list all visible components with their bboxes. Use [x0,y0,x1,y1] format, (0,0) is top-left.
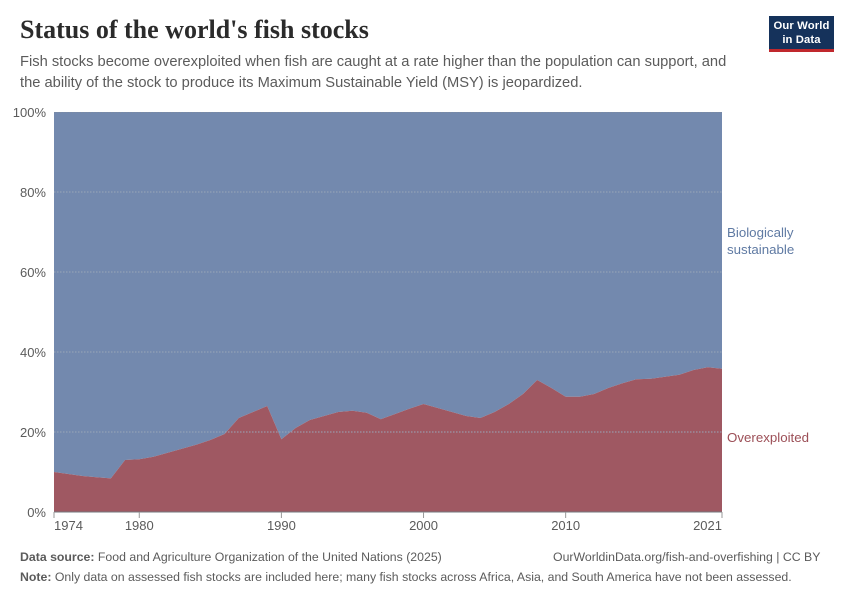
svg-text:1980: 1980 [125,518,154,533]
svg-text:2021: 2021 [693,518,722,533]
svg-text:40%: 40% [20,345,46,360]
svg-text:60%: 60% [20,265,46,280]
svg-text:0%: 0% [27,505,46,520]
svg-text:80%: 80% [20,185,46,200]
svg-text:100%: 100% [13,105,47,120]
svg-text:20%: 20% [20,425,46,440]
svg-text:2000: 2000 [409,518,438,533]
svg-text:1990: 1990 [267,518,296,533]
svg-text:1974: 1974 [54,518,83,533]
svg-text:2010: 2010 [551,518,580,533]
